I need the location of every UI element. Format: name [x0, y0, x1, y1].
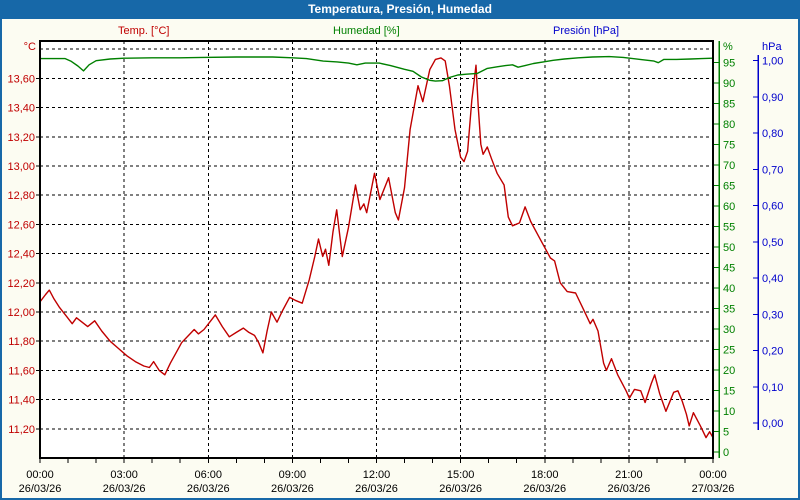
humidity-axis-tick-label: 45	[723, 263, 735, 275]
plot-background	[40, 41, 713, 458]
x-axis-time-label: 21:00	[615, 469, 643, 481]
x-axis-date-label: 26/03/26	[439, 483, 482, 495]
pressure-axis-tick-label: 0,70	[762, 164, 783, 176]
humidity-axis-tick-label: 75	[723, 140, 735, 152]
pressure-axis-tick-label: 0,50	[762, 237, 783, 249]
pressure-axis-tick-label: 0,60	[762, 201, 783, 213]
pressure-axis-tick-label: 0,10	[762, 382, 783, 394]
x-axis-date-label: 26/03/26	[523, 483, 566, 495]
humidity-axis-tick-label: 95	[723, 58, 735, 70]
temp-axis-tick-label: 11,40	[8, 395, 35, 407]
temp-axis-tick-label: 12,80	[7, 190, 35, 202]
humidity-axis-tick-label: 50	[723, 242, 735, 254]
humidity-axis-tick-label: 55	[723, 222, 735, 234]
pressure-axis-unit-label: hPa	[762, 41, 782, 53]
x-axis-date-label: 26/03/26	[355, 483, 398, 495]
humidity-axis-tick-label: 85	[723, 99, 735, 111]
x-axis-time-label: 18:00	[531, 469, 559, 481]
temp-axis-tick-label: 12,60	[7, 219, 35, 231]
legend-pressure: Presión [hPa]	[553, 25, 620, 37]
humidity-axis-tick-label: 70	[723, 160, 735, 172]
humidity-axis-tick-label: 5	[723, 426, 729, 438]
humidity-axis-tick-label: 90	[723, 78, 735, 90]
x-axis-date-label: 26/03/26	[271, 483, 314, 495]
pressure-axis-tick-label: 0,90	[762, 92, 783, 104]
legend-temperature: Temp. [°C]	[118, 25, 170, 37]
humidity-axis-tick-label: 35	[723, 303, 735, 315]
pressure-axis-tick-label: 0,40	[762, 273, 783, 285]
temp-axis-tick-label: 13,20	[7, 132, 35, 144]
temp-axis-tick-label: 12,40	[7, 249, 35, 261]
humidity-axis-unit-label: %	[723, 41, 733, 53]
pressure-axis-tick-label: 0,30	[762, 309, 783, 321]
x-axis-time-label: 12:00	[363, 469, 391, 481]
pressure-axis-tick-label: 0,20	[762, 346, 783, 358]
x-axis-time-label: 00:00	[26, 469, 54, 481]
humidity-axis-tick-label: 80	[723, 119, 735, 131]
x-axis-time-label: 00:00	[699, 469, 727, 481]
humidity-axis-tick-label: 40	[723, 283, 735, 295]
temp-axis-tick-label: 13,60	[7, 73, 35, 85]
temp-axis-tick-label: 12,00	[7, 307, 35, 319]
x-axis-time-label: 09:00	[279, 469, 307, 481]
humidity-axis-tick-label: 60	[723, 201, 735, 213]
temp-axis-tick-label: 13,40	[7, 103, 35, 115]
temp-axis-tick-label: 11,60	[8, 365, 35, 377]
temp-axis-unit-label: °C	[23, 41, 36, 53]
temp-axis-tick-label: 12,20	[7, 278, 35, 290]
humidity-axis-tick-label: 25	[723, 344, 735, 356]
legend-humidity: Humedad [%]	[333, 25, 400, 37]
pressure-axis-tick-label: 0,80	[762, 128, 783, 140]
humidity-axis-tick-label: 15	[723, 385, 735, 397]
temp-axis-tick-label: 11,20	[8, 424, 35, 436]
humidity-axis-tick-label: 65	[723, 181, 735, 193]
humidity-series-line	[39, 55, 714, 82]
humidity-axis-tick-label: 30	[723, 324, 735, 336]
pressure-axis-tick-label: 1,00	[762, 56, 783, 68]
humidity-axis-tick-label: 10	[723, 406, 735, 418]
temp-axis-tick-label: 13,00	[7, 161, 35, 173]
temperature-series-line	[39, 57, 714, 439]
temp-axis-tick-label: 11,80	[8, 336, 35, 348]
x-axis-date-label: 26/03/26	[607, 483, 650, 495]
x-axis-time-label: 03:00	[110, 469, 138, 481]
pressure-axis-tick-label: 0,00	[762, 418, 783, 430]
humidity-axis-tick-label: 0	[723, 447, 729, 459]
humidity-axis-tick-label: 20	[723, 365, 735, 377]
title-bar: Temperatura, Presión, Humedad	[0, 0, 800, 19]
page-title: Temperatura, Presión, Humedad	[308, 2, 492, 16]
x-axis-time-label: 06:00	[194, 469, 222, 481]
x-axis-date-label: 26/03/26	[187, 483, 230, 495]
x-axis-date-label: 27/03/26	[692, 483, 735, 495]
x-axis-time-label: 15:00	[447, 469, 475, 481]
x-axis-date-label: 26/03/26	[19, 483, 62, 495]
x-axis-date-label: 26/03/26	[103, 483, 146, 495]
